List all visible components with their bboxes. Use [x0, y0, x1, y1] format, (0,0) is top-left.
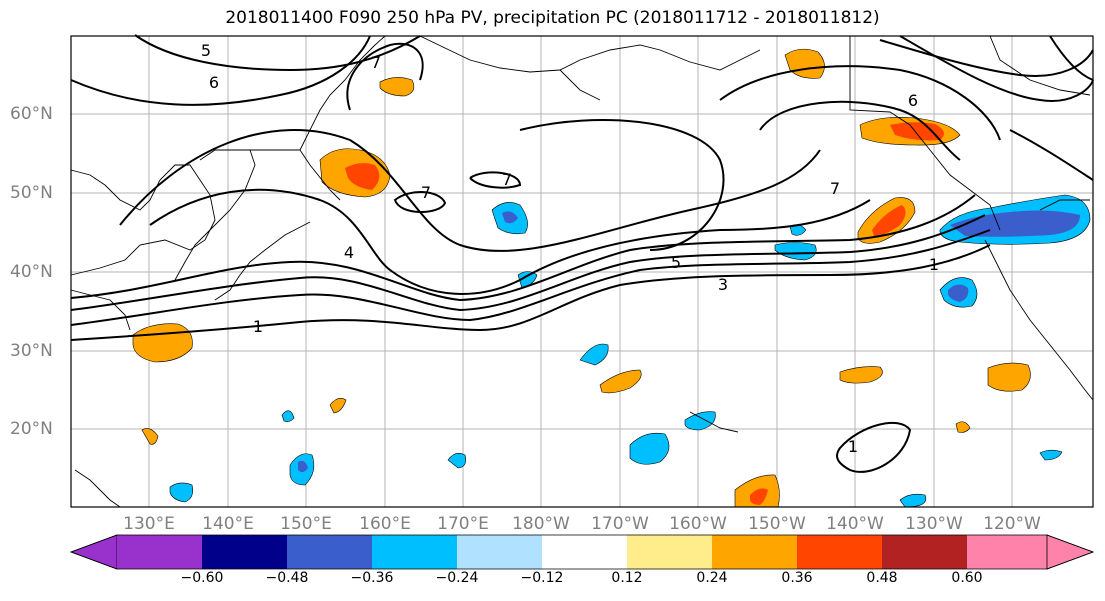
contour-label: 1 [253, 317, 263, 336]
colorbar-tick: −0.36 [350, 570, 394, 586]
colorbar-tick: 0.36 [781, 570, 813, 586]
contour-label: 7 [830, 179, 840, 198]
lat-label: 20°N [10, 419, 53, 439]
contour-label: 6 [209, 73, 219, 92]
lat-label: 40°N [10, 262, 53, 282]
colorbar-cell [967, 535, 1047, 569]
coastlines [70, 35, 1094, 508]
lon-label: 170°W [591, 514, 649, 534]
lat-label: 50°N [10, 183, 53, 203]
lon-label: 150°W [748, 514, 806, 534]
lon-label: 140°W [826, 514, 884, 534]
lon-label: 160°W [669, 514, 727, 534]
colorbar-cell [117, 535, 202, 569]
lon-label: 120°W [983, 514, 1041, 534]
colorbar-cell [202, 535, 287, 569]
lon-label: 150°E [280, 514, 332, 534]
lon-label: 170°E [437, 514, 489, 534]
colorbar-tick: −0.12 [520, 570, 564, 586]
colorbar-cell [287, 535, 372, 569]
colorbar-extend-high [1046, 534, 1095, 570]
contour-label: 1 [929, 255, 939, 274]
lon-label: 130°W [905, 514, 963, 534]
colorbar-cell [542, 535, 627, 569]
colorbar-cell [797, 535, 882, 569]
colorbar-cell [882, 535, 967, 569]
lat-label: 60°N [10, 104, 53, 124]
colorbar-tick: 0.12 [611, 570, 643, 586]
contour-label: 7 [421, 183, 431, 202]
colorbar [69, 534, 1095, 570]
colorbar-tick: −0.60 [180, 570, 224, 586]
lat-label: 30°N [10, 341, 53, 361]
colorbar-cell [372, 535, 457, 569]
contour-label: 5 [201, 41, 211, 60]
lon-label: 160°E [359, 514, 411, 534]
contour-label: 5 [671, 253, 681, 272]
map-title: 2018011400 F090 250 hPa PV, precipitatio… [225, 8, 880, 28]
colorbar-tick: 0.60 [951, 570, 983, 586]
contour-label: 6 [908, 91, 918, 110]
contour-label: 7 [502, 170, 512, 189]
lon-label: 140°E [202, 514, 254, 534]
contour-label: 3 [718, 275, 728, 294]
contour-label: 1 [848, 437, 858, 456]
pv-contours [70, 34, 1094, 473]
precipitation-patches [132, 48, 1091, 508]
colorbar-tick: 0.24 [696, 570, 728, 586]
colorbar-tick: −0.48 [265, 570, 309, 586]
lon-label: 180°W [512, 514, 570, 534]
colorbar-tick: 0.48 [866, 570, 898, 586]
lon-label: 130°E [123, 514, 175, 534]
colorbar-tick: −0.24 [435, 570, 479, 586]
colorbar-cell [712, 535, 797, 569]
colorbar-cell [627, 535, 712, 569]
map-frame [70, 35, 1094, 508]
contour-label: 7 [371, 53, 381, 72]
colorbar-extend-low [69, 534, 118, 570]
colorbar-cell [457, 535, 542, 569]
contour-label: 4 [344, 243, 354, 262]
